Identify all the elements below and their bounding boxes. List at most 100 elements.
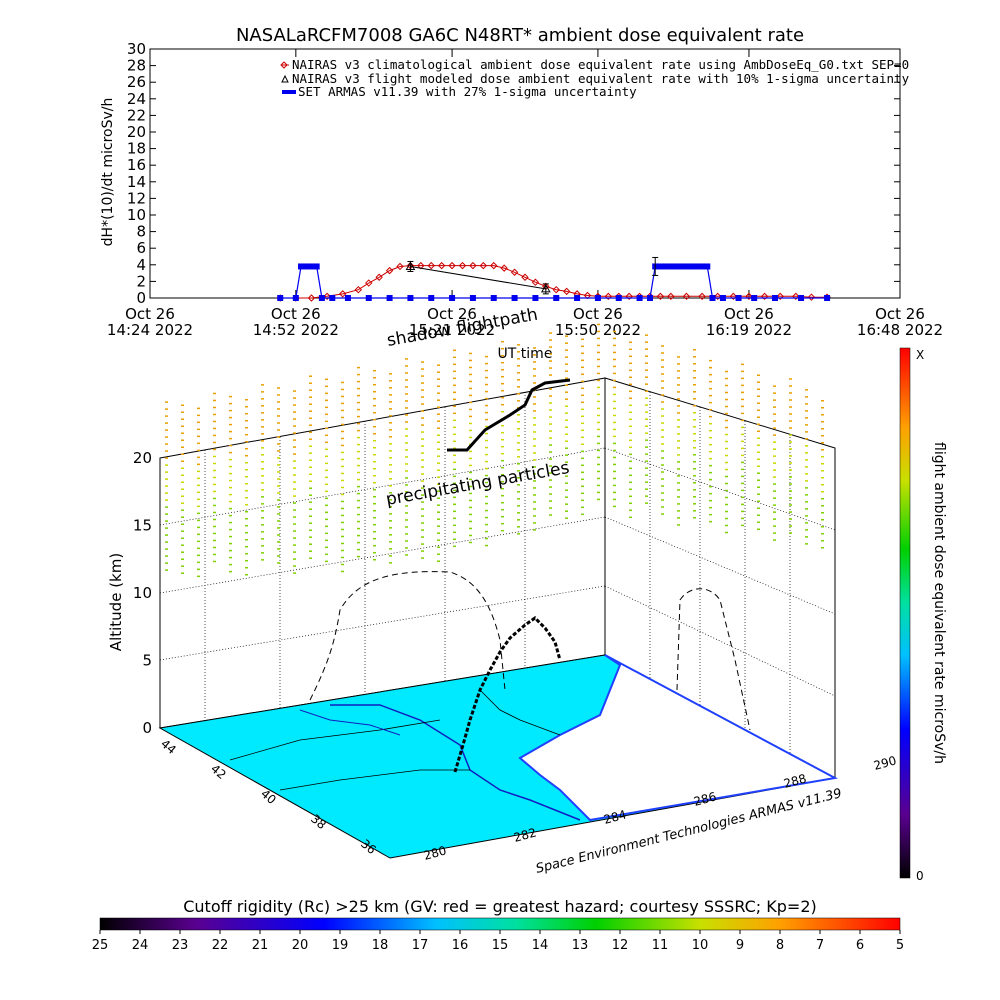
side-colorbar-top-label: X (916, 348, 924, 362)
shadow-flightpath-left-wall (309, 571, 506, 701)
data-point-diamond (656, 292, 665, 301)
data-point-diamond (354, 285, 363, 294)
data-point-diamond (714, 292, 722, 301)
y-tick-label: 24 (127, 90, 146, 108)
legend-label-nairas-climatological: NAIRAS v3 climatological ambient dose eq… (292, 57, 909, 72)
y-tick-label: 20 (127, 123, 146, 141)
data-point-diamond (396, 262, 404, 271)
z-tick-label: 15 (133, 517, 152, 535)
data-point-square (636, 295, 643, 301)
data-point-diamond (385, 266, 394, 275)
colorbar-tick-label: 16 (452, 938, 469, 953)
data-point-square (673, 263, 680, 270)
annotation-precipitating-particles: precipitating particles (384, 458, 571, 510)
data-point-square (615, 295, 622, 301)
data-point-square (735, 295, 742, 301)
lon-tick-label: 280 (422, 843, 448, 862)
z-axis-label: Altitude (km) (107, 553, 125, 651)
z-tick-label: 5 (142, 652, 152, 670)
y-tick-label: 22 (127, 106, 146, 124)
data-point-diamond (500, 264, 508, 272)
series-line-1 (280, 265, 828, 299)
data-point-square (511, 295, 518, 301)
precipitating-particles (165, 323, 824, 578)
data-point-diamond (375, 273, 383, 281)
series-line-3 (280, 265, 828, 299)
top-chart-x-axis-label: UT time (498, 346, 553, 362)
data-point-diamond (437, 261, 446, 270)
z-tick-label: 20 (133, 449, 152, 467)
legend-item-nairas-flight: NAIRAS v3 flight modeled dose ambient eq… (281, 71, 910, 86)
y-tick-label: 26 (127, 73, 146, 91)
data-point-square (292, 295, 299, 301)
bottom-colorbar-ticks: 25 24 23 22 21 20 19 18 17 16 15 14 13 12 11 10 9 8 7 6 5 (92, 930, 904, 953)
data-point-diamond (776, 292, 784, 301)
colorbar-tick-label: 6 (856, 938, 864, 953)
data-point-diamond (562, 287, 571, 296)
x-tick-label-time: 15:21 2022 (409, 321, 495, 339)
top-chart-y-axis-label: dH*(10)/dt microSv/h (100, 98, 116, 247)
y-tick-label: 28 (127, 57, 146, 75)
data-point-square (798, 295, 805, 301)
land-region-east (518, 654, 839, 822)
data-point-square (704, 263, 711, 270)
colorbar-tick-label: 25 (92, 938, 109, 953)
data-point-diamond (552, 285, 560, 294)
x-tick-label-date: Oct 26 (271, 305, 321, 323)
lon-tick-label: 290 (872, 753, 898, 772)
x-tick-label-date: Oct 26 (427, 305, 477, 323)
colorbar-tick-label: 8 (776, 938, 784, 953)
data-point-diamond (604, 292, 613, 301)
data-point-diamond (521, 273, 529, 281)
y-tick-label: 10 (127, 206, 146, 224)
data-point-square (449, 295, 456, 301)
river-1 (299, 709, 401, 736)
data-point-diamond (490, 261, 498, 270)
legend-label-nairas-flight: NAIRAS v3 flight modeled dose ambient eq… (292, 71, 910, 86)
data-point-square (667, 263, 674, 270)
colorbar-tick-label: 21 (252, 938, 269, 953)
side-colorbar-bottom-label: 0 (916, 869, 924, 883)
y-tick-label: 2 (136, 272, 146, 290)
z-tick-label: 10 (133, 584, 152, 602)
data-point-diamond (365, 279, 373, 287)
data-point-diamond (698, 292, 706, 301)
data-point-square (329, 295, 336, 301)
data-point-diamond (667, 292, 675, 301)
legend-triangle-marker (281, 74, 289, 83)
shadow-flightpath-right-wall (676, 588, 751, 731)
data-point-square (719, 295, 726, 301)
bottom-colorbar: Cutoff rigidity (Rc) >25 km (GV: red = g… (92, 897, 904, 953)
ceiling-flightpath (447, 378, 571, 452)
data-point-square (407, 295, 414, 301)
colorbar-tick-label: 14 (532, 938, 549, 953)
data-point-diamond (339, 290, 347, 298)
data-point-square (428, 295, 435, 301)
data-point-diamond (323, 292, 331, 301)
legend-label-set-armas: SET ARMAS v11.39 with 27% 1-sigma uncert… (298, 84, 637, 99)
data-point-square (657, 263, 664, 270)
state-border-3 (479, 689, 561, 736)
y-tick-label: 18 (127, 140, 146, 158)
x-tick-label-time: 14:52 2022 (253, 321, 339, 339)
top-chart: NASALaRCFM7008 GA6C N48RT* ambient dose … (100, 25, 943, 362)
colorbar-tick-label: 19 (332, 938, 349, 953)
y-tick-label: 8 (136, 223, 146, 241)
y-tick-label: 14 (127, 173, 146, 191)
colorbar-tick-label: 15 (492, 938, 509, 953)
x-tick-label-date: Oct 26 (125, 305, 175, 323)
data-point-diamond (531, 278, 540, 286)
data-point-square (532, 295, 539, 301)
lon-tick-label: 288 (782, 771, 808, 790)
y-tick-label: 16 (127, 156, 146, 174)
back-wall-grid (159, 392, 836, 754)
data-point-diamond (427, 261, 435, 270)
colorbar-tick-label: 5 (896, 938, 904, 953)
data-point-diamond (469, 261, 477, 270)
data-point-square (303, 263, 310, 270)
data-point-diamond (625, 292, 633, 301)
data-point-diamond (729, 292, 738, 301)
x-tick-label-time: 16:48 2022 (857, 321, 943, 339)
data-point-diamond (807, 293, 816, 301)
